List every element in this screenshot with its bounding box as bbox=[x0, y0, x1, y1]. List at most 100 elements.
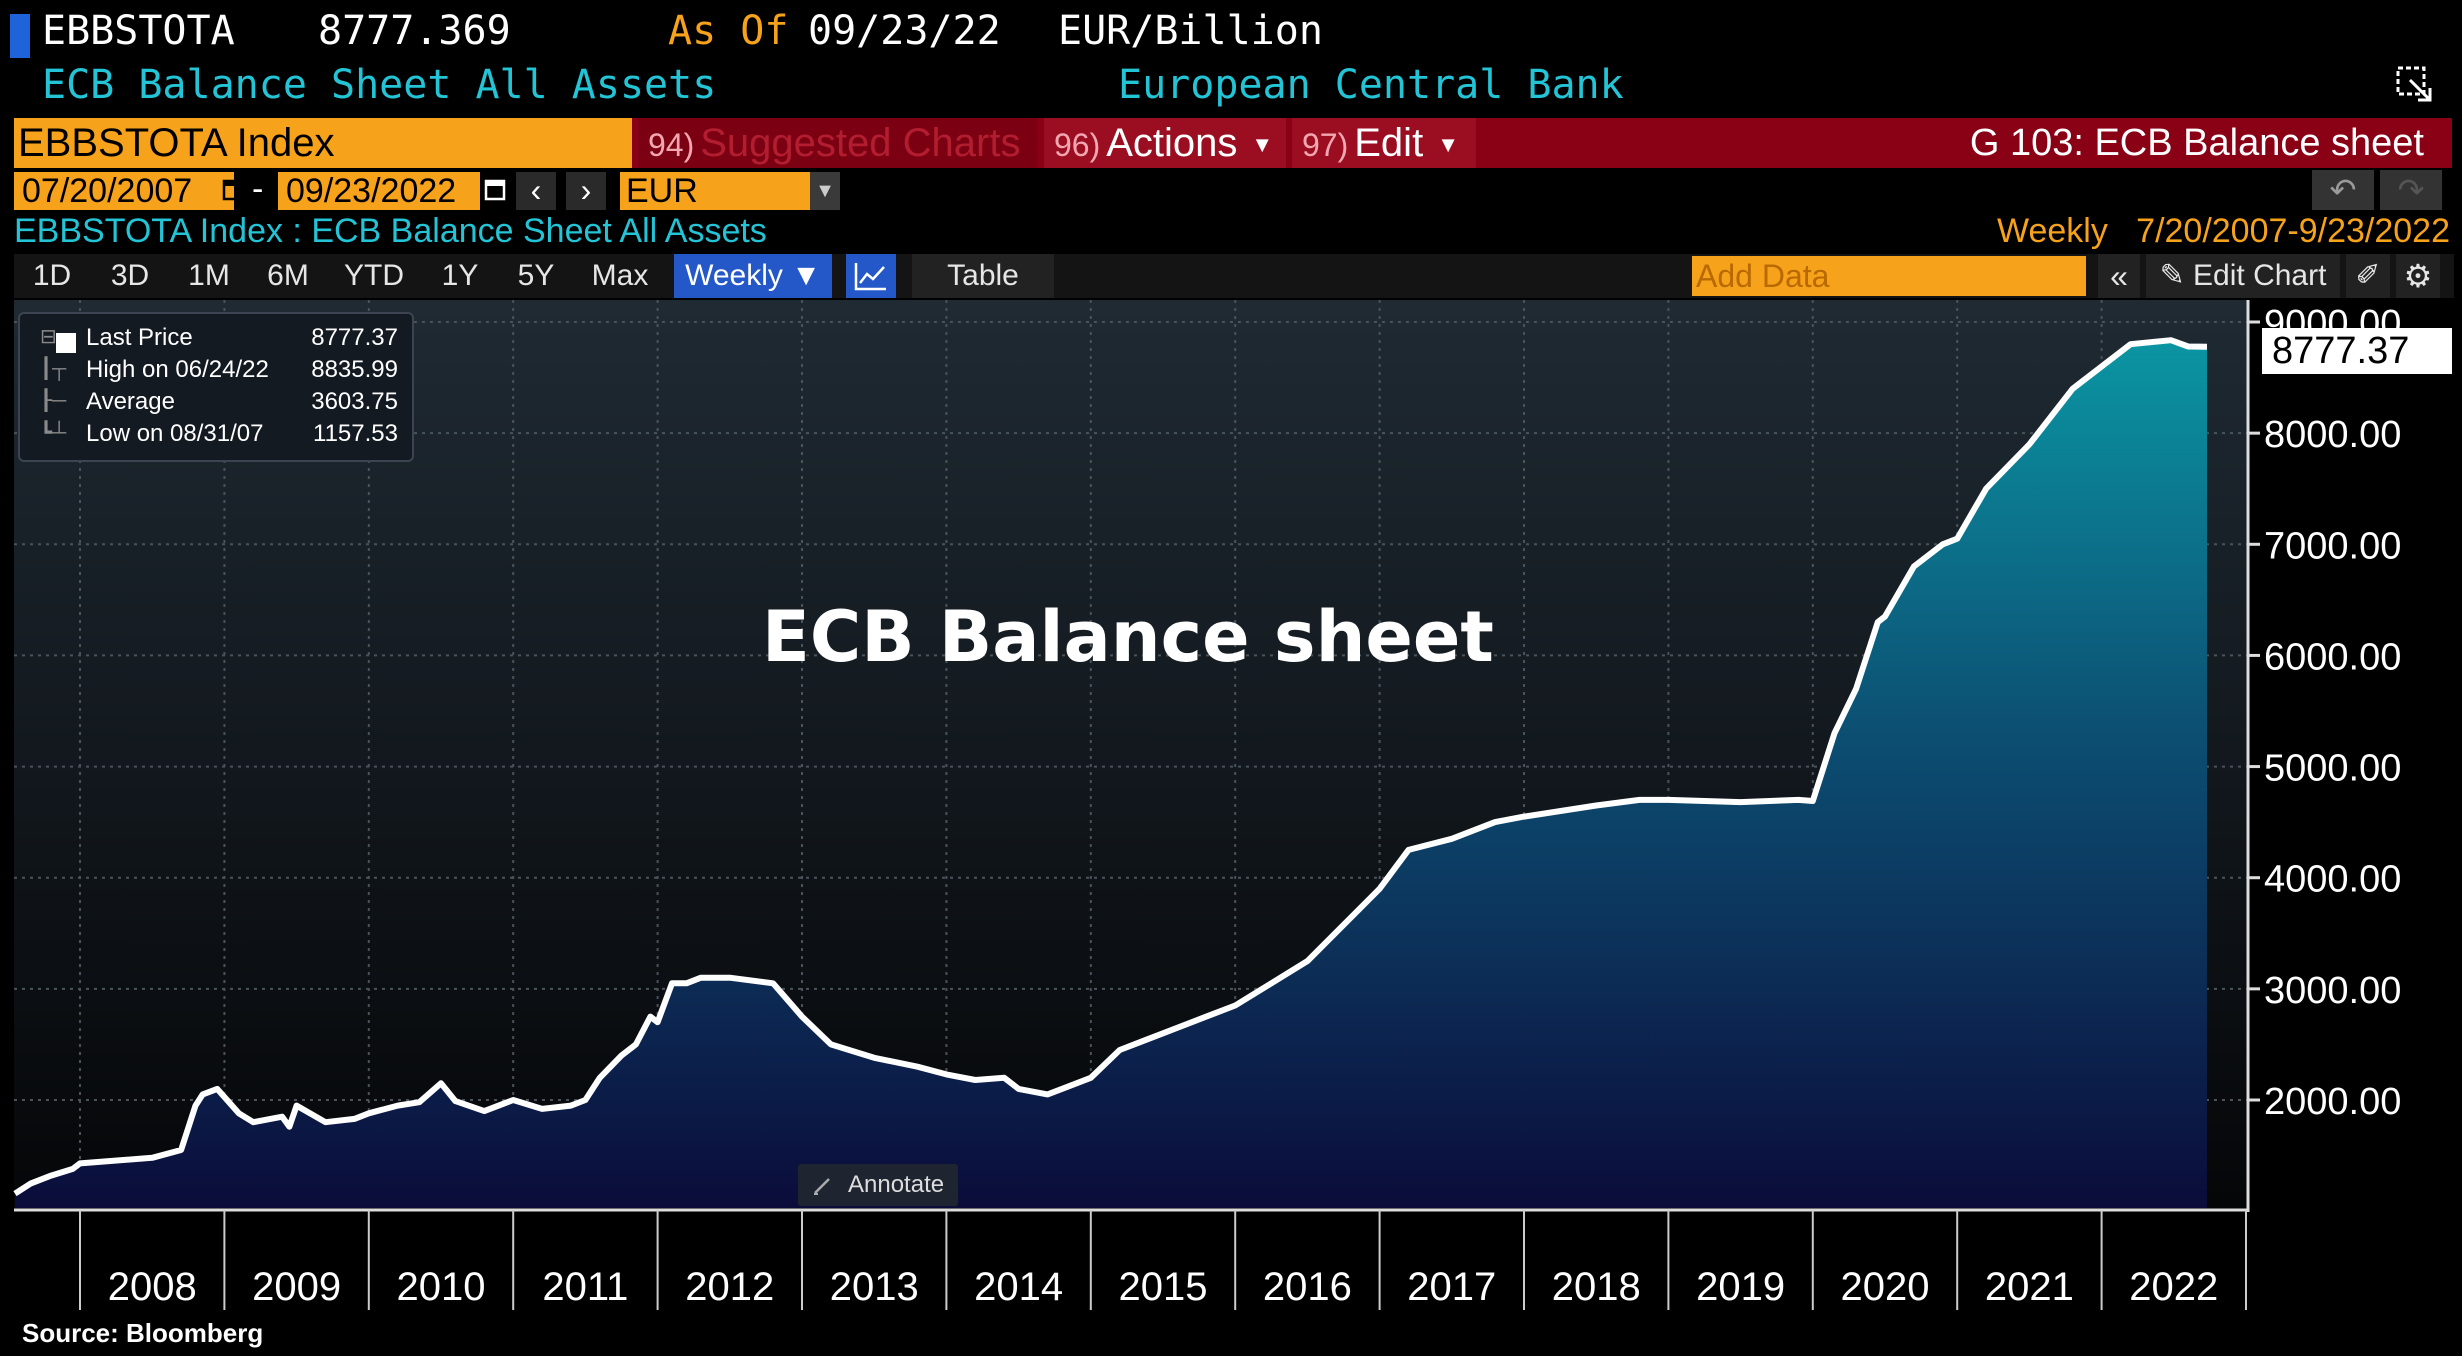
legend-value: 1157.53 bbox=[313, 420, 398, 447]
period-5y-button[interactable]: 5Y bbox=[517, 259, 555, 292]
ticker-marker bbox=[10, 14, 30, 58]
previous-period-button[interactable]: ‹ bbox=[516, 172, 556, 210]
frequency-range: Weekly 7/20/2007-9/23/2022 bbox=[1996, 212, 2450, 250]
x-tick-label: 2012 bbox=[685, 1265, 774, 1309]
frequency-dropdown[interactable]: Weekly ▼ bbox=[674, 254, 832, 298]
period-1d-button[interactable]: 1D bbox=[32, 259, 72, 292]
x-tick-label: 2022 bbox=[2129, 1265, 2218, 1309]
suggested-charts-button[interactable]: 94) Suggested Charts bbox=[638, 118, 1038, 168]
y-tick-label: 2000.00 bbox=[2264, 1081, 2401, 1123]
legend-row-average: ┠─ Average 3603.75 bbox=[20, 388, 412, 420]
start-date-input[interactable]: 07/20/2007 bbox=[14, 172, 234, 210]
low-marker-icon: ┗┴ bbox=[40, 422, 67, 444]
legend-row-last-price: ⊟ Last Price 8777.37 bbox=[20, 324, 412, 356]
y-tick-label: 6000.00 bbox=[2264, 636, 2401, 678]
x-tick-label: 2021 bbox=[1985, 1265, 2074, 1309]
table-button[interactable]: Table bbox=[912, 254, 1054, 298]
calendar-icon[interactable] bbox=[484, 176, 506, 202]
actions-label: Actions bbox=[1106, 121, 1238, 165]
x-tick-label: 2017 bbox=[1407, 1265, 1496, 1309]
redo-icon[interactable]: ↷ bbox=[2380, 170, 2442, 210]
caret-down-icon: ▼ bbox=[1437, 132, 1459, 158]
last-price-flag: 8777.37 bbox=[2262, 328, 2452, 374]
suggested-charts-label: Suggested Charts bbox=[700, 121, 1021, 165]
legend-label: Low on 08/31/07 bbox=[86, 420, 264, 447]
tree-collapse-icon[interactable]: ⊟ bbox=[40, 326, 57, 348]
menu-number: 97) bbox=[1302, 127, 1349, 163]
period-6m-button[interactable]: 6M bbox=[267, 259, 309, 292]
legend-label: Last Price bbox=[86, 324, 193, 351]
x-tick-label: 2013 bbox=[830, 1265, 919, 1309]
period-max-button[interactable]: Max bbox=[591, 259, 649, 292]
add-data-input[interactable]: Add Data bbox=[1692, 256, 2086, 296]
last-value: 8777.369 bbox=[318, 8, 511, 54]
next-period-button[interactable]: › bbox=[566, 172, 606, 210]
annotate-button[interactable]: Annotate bbox=[798, 1164, 958, 1206]
x-tick-label: 2014 bbox=[974, 1265, 1063, 1309]
y-tick-label: 5000.00 bbox=[2264, 748, 2401, 790]
date-separator: - bbox=[252, 170, 264, 208]
series-line bbox=[13, 337, 2208, 1197]
x-tick-label: 2018 bbox=[1552, 1265, 1641, 1309]
annotation-tools-icon[interactable]: ✐ bbox=[2346, 254, 2390, 298]
currency-select[interactable]: EUR bbox=[620, 172, 810, 210]
x-tick-label: 2019 bbox=[1696, 1265, 1785, 1309]
asof-label: As Of bbox=[668, 8, 789, 54]
chart-title: ECB Balance sheet bbox=[762, 596, 1494, 678]
asof-date: 09/23/22 bbox=[808, 8, 1001, 54]
series-area bbox=[15, 340, 2207, 1208]
menu-number: 96) bbox=[1054, 127, 1101, 163]
y-tick-label: 7000.00 bbox=[2264, 525, 2401, 567]
x-tick-label: 2009 bbox=[252, 1265, 341, 1309]
edit-label: Edit bbox=[1354, 121, 1424, 165]
period-ytd-button[interactable]: YTD bbox=[344, 259, 404, 292]
actions-menu-button[interactable]: 96) Actions ▼ bbox=[1044, 118, 1286, 168]
annotate-label: Annotate bbox=[848, 1171, 945, 1198]
legend-value: 8835.99 bbox=[311, 356, 398, 383]
legend-label: Average bbox=[86, 388, 175, 415]
y-tick-label: 8000.00 bbox=[2264, 414, 2401, 456]
period-1m-button[interactable]: 1M bbox=[188, 259, 230, 292]
popout-icon[interactable] bbox=[2396, 66, 2434, 104]
x-tick-label: 2016 bbox=[1263, 1265, 1352, 1309]
pencil-icon: ✎ bbox=[2159, 259, 2185, 292]
x-tick-label: 2015 bbox=[1119, 1265, 1208, 1309]
legend-value: 3603.75 bbox=[311, 388, 398, 415]
menu-number: 94) bbox=[648, 127, 695, 163]
period-3d-button[interactable]: 3D bbox=[110, 259, 150, 292]
legend-value: 8777.37 bbox=[311, 324, 398, 351]
line-chart-icon[interactable] bbox=[846, 254, 896, 298]
x-tick-label: 2011 bbox=[542, 1265, 628, 1309]
edit-menu-button[interactable]: 97) Edit ▼ bbox=[1292, 118, 1476, 168]
x-tick-label: 2010 bbox=[397, 1265, 486, 1309]
end-date-input[interactable]: 09/23/2022 bbox=[278, 172, 480, 210]
source-label: Source: Bloomberg bbox=[22, 1318, 264, 1348]
source-name: European Central Bank bbox=[1118, 62, 1624, 108]
x-axis-ticks: 2008 2009 2010 2011 2012 2013 2014 2015 2016 2017… bbox=[79, 1210, 2247, 1310]
edit-chart-button[interactable]: ✎ Edit Chart bbox=[2146, 254, 2340, 298]
security-line: EBBSTOTA Index : ECB Balance Sheet All A… bbox=[14, 212, 767, 250]
series-swatch bbox=[56, 333, 76, 353]
edit-chart-label: Edit Chart bbox=[2193, 259, 2327, 292]
legend-box[interactable]: ⊟ Last Price 8777.37 ┃┬ High on 06/24/22… bbox=[18, 312, 414, 462]
caret-down-icon: ▼ bbox=[1251, 132, 1274, 158]
legend-label: High on 06/24/22 bbox=[86, 356, 269, 383]
chart-page-title: G 103: ECB Balance sheet bbox=[1969, 122, 2424, 164]
average-marker-icon: ┠─ bbox=[40, 390, 67, 412]
x-tick-label: 2008 bbox=[108, 1265, 197, 1309]
calendar-icon[interactable] bbox=[222, 176, 244, 202]
gear-icon[interactable]: ⚙ bbox=[2396, 254, 2440, 298]
legend-row-low: ┗┴ Low on 08/31/07 1157.53 bbox=[20, 420, 412, 452]
undo-icon[interactable]: ↶ bbox=[2312, 170, 2374, 210]
legend-row-high: ┃┬ High on 06/24/22 8835.99 bbox=[20, 356, 412, 388]
pencil-icon bbox=[814, 1178, 830, 1195]
high-marker-icon: ┃┬ bbox=[40, 358, 67, 380]
units-label: EUR/Billion bbox=[1058, 8, 1323, 54]
collapse-icon[interactable]: « bbox=[2098, 254, 2140, 298]
y-tick-label: 4000.00 bbox=[2264, 859, 2401, 901]
period-1y-button[interactable]: 1Y bbox=[441, 259, 479, 292]
chevron-down-icon[interactable]: ▼ bbox=[810, 172, 840, 210]
security-description: ECB Balance Sheet All Assets bbox=[42, 62, 717, 108]
x-tick-label: 2020 bbox=[1841, 1265, 1930, 1309]
security-field[interactable]: EBBSTOTA Index bbox=[14, 118, 632, 168]
